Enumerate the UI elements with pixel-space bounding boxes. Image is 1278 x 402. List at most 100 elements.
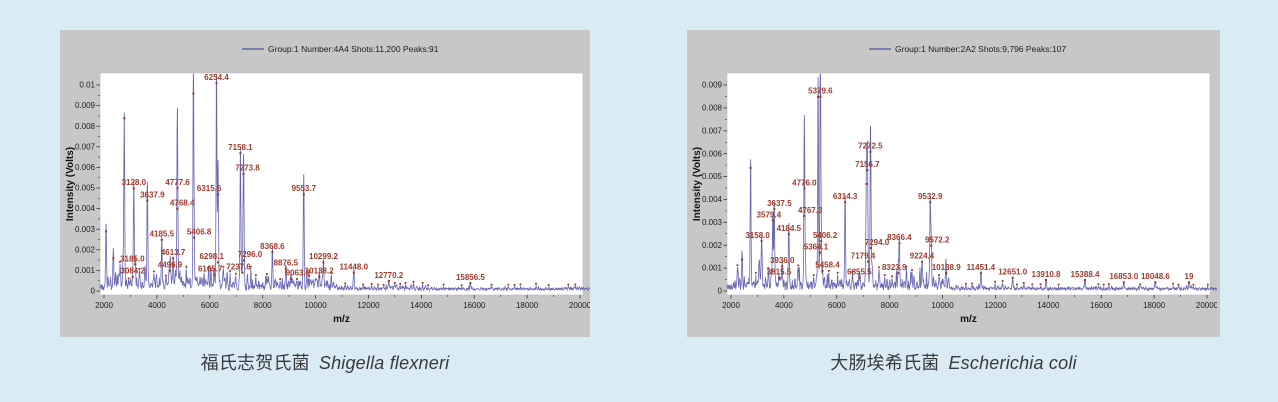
y-tick-label: 0.004 xyxy=(75,204,96,213)
peak-label: 6165.7 xyxy=(198,265,223,274)
y-tick-label: 0.008 xyxy=(702,103,723,112)
peak-label: 6254.4 xyxy=(204,73,229,82)
x-tick-label: 8000 xyxy=(881,301,899,310)
spectrum-panel-ecoli: Group:1 Number:2A2 Shots:9,796 Peaks:107… xyxy=(687,30,1220,337)
legend: Group:1 Number:2A2 Shots:9,796 Peaks:107 xyxy=(869,44,1066,54)
y-tick-label: 0.008 xyxy=(75,122,96,131)
y-tick-label: 0.009 xyxy=(75,101,96,110)
y-axis: 0 0.001 0.002 0.003 0.004 0.005 0.006 0.007 0.00… xyxy=(65,81,100,296)
spectrum-line xyxy=(726,73,1217,292)
x-tick-label: 18000 xyxy=(1143,301,1166,310)
peak-labels: 3084.2 3128.0 3185.0 3637.9 4185.5 4496.9 4613… xyxy=(120,73,485,282)
peak-label: 19 xyxy=(1185,272,1194,281)
peak-label: 4767.3 xyxy=(798,206,823,215)
peak-label: 8366.4 xyxy=(887,233,912,242)
spectrum-line xyxy=(99,73,590,292)
y-axis-title: Intensity (Volts) xyxy=(692,147,703,221)
spectrum-panel-shigella: Group:1 Number:4A4 Shots:11,200 Peaks:91… xyxy=(60,30,590,337)
x-tick-label: 6000 xyxy=(201,301,219,310)
y-tick-label: 0.001 xyxy=(75,266,96,275)
y-tick-label: 0.006 xyxy=(75,163,96,172)
x-tick-label: 4000 xyxy=(775,301,793,310)
x-tick-label: 2000 xyxy=(722,301,740,310)
peak-label: 4776.0 xyxy=(792,178,817,187)
peak-label: 10138.2 xyxy=(305,267,334,276)
mass-spectrum-chart-ecoli: Group:1 Number:2A2 Shots:9,796 Peaks:107… xyxy=(692,44,1217,325)
caption-shigella-zh: 福氏志贺氏菌 xyxy=(200,353,310,373)
peak-label: 8368.6 xyxy=(260,242,285,251)
legend-text: Group:1 Number:2A2 Shots:9,796 Peaks:107 xyxy=(895,44,1066,54)
caption-ecoli: 大肠埃希氏菌 Escherichia coli xyxy=(687,349,1220,375)
x-axis-title: m/z xyxy=(960,314,977,325)
peak-label: 4184.5 xyxy=(777,224,802,233)
x-tick-label: 4000 xyxy=(148,301,166,310)
peak-label: 18048.6 xyxy=(1141,272,1170,281)
peak-labels: 3158.0 3579.4 3637.5 3815.5 3936.0 4184.5 4767… xyxy=(745,87,1194,281)
caption-shigella: 福氏志贺氏菌 Shigella flexneri xyxy=(60,349,590,375)
y-tick-label: 0.01 xyxy=(79,81,95,90)
x-axis: 2000 4000 6000 8000 10000 12000 14000 16000 1800… xyxy=(722,295,1217,325)
caption-ecoli-zh: 大肠埃希氏菌 xyxy=(830,353,940,373)
peak-label: 11448.0 xyxy=(340,263,369,272)
x-tick-label: 12000 xyxy=(357,301,380,310)
plot-area xyxy=(726,72,1211,296)
peak-label: 7296.0 xyxy=(238,250,263,259)
peak-label: 9572.2 xyxy=(925,236,950,245)
peak-label: 15856.5 xyxy=(456,273,485,282)
y-tick-label: 0.006 xyxy=(702,149,723,158)
peak-label: 3936.0 xyxy=(770,256,795,265)
peak-label: 6298.1 xyxy=(199,252,224,261)
caption-ecoli-latin: Escherichia coli xyxy=(948,353,1077,373)
peak-label: 7237.6 xyxy=(226,263,251,272)
peak-markers xyxy=(105,82,577,287)
peak-label: 6315.6 xyxy=(197,184,222,193)
peak-label: 3084.2 xyxy=(120,267,145,276)
x-tick-label: 10000 xyxy=(931,301,954,310)
y-tick-label: 0 xyxy=(91,287,96,296)
plot-area xyxy=(99,72,584,296)
mass-spectrum-chart-shigella: Group:1 Number:4A4 Shots:11,200 Peaks:91… xyxy=(65,44,590,325)
y-tick-label: 0.002 xyxy=(75,245,96,254)
peak-label: 8876.5 xyxy=(274,258,299,267)
peak-label: 4777.6 xyxy=(165,178,190,187)
peak-markers xyxy=(736,95,1209,286)
peak-label: 3815.5 xyxy=(767,268,792,277)
peak-label: 9224.4 xyxy=(910,252,935,261)
peak-label: 6855.5 xyxy=(847,268,872,277)
x-tick-label: 16000 xyxy=(1090,301,1113,310)
peak-label: 7294.0 xyxy=(865,238,890,247)
peak-label: 5364.1 xyxy=(804,242,829,251)
peak-label: 7158.1 xyxy=(228,143,253,152)
peak-label: 7273.8 xyxy=(235,164,260,173)
y-axis: 0 0.001 0.002 0.003 0.004 0.005 0.006 0.007 0.00… xyxy=(692,81,727,296)
y-tick-label: 0.004 xyxy=(702,195,723,204)
x-tick-label: 14000 xyxy=(1037,301,1060,310)
x-tick-label: 14000 xyxy=(410,301,433,310)
legend-text: Group:1 Number:4A4 Shots:11,200 Peaks:91 xyxy=(268,44,439,54)
peak-label: 5379.6 xyxy=(808,87,833,96)
y-tick-label: 0.005 xyxy=(702,172,723,181)
y-tick-label: 0.007 xyxy=(702,126,723,135)
y-tick-label: 0.007 xyxy=(75,142,96,151)
peak-label: 4613.7 xyxy=(161,248,186,257)
x-tick-label: 16000 xyxy=(463,301,486,310)
y-tick-label: 0.001 xyxy=(702,264,723,273)
y-tick-label: 0.003 xyxy=(75,225,96,234)
peak-label: 4496.9 xyxy=(158,261,183,270)
peak-label: 15388.4 xyxy=(1071,270,1100,279)
x-tick-label: 20000 xyxy=(569,301,590,310)
peak-label: 10138.9 xyxy=(932,263,961,272)
peak-label: 10299.2 xyxy=(309,252,338,261)
peak-label: 9063.9 xyxy=(286,269,311,278)
peak-label: 13910.8 xyxy=(1032,270,1061,279)
peak-label: 7272.5 xyxy=(858,142,883,151)
x-tick-label: 12000 xyxy=(984,301,1007,310)
peak-label: 4768.4 xyxy=(170,199,195,208)
peak-label: 11451.4 xyxy=(967,263,996,272)
legend: Group:1 Number:4A4 Shots:11,200 Peaks:91 xyxy=(242,44,439,54)
peak-label: 3579.4 xyxy=(757,210,782,219)
x-axis: 2000 4000 6000 8000 10000 12000 14000 16000 1800… xyxy=(95,295,590,325)
x-tick-label: 10000 xyxy=(304,301,327,310)
y-tick-label: 0.009 xyxy=(702,81,723,90)
peak-label: 12651.0 xyxy=(998,268,1027,277)
